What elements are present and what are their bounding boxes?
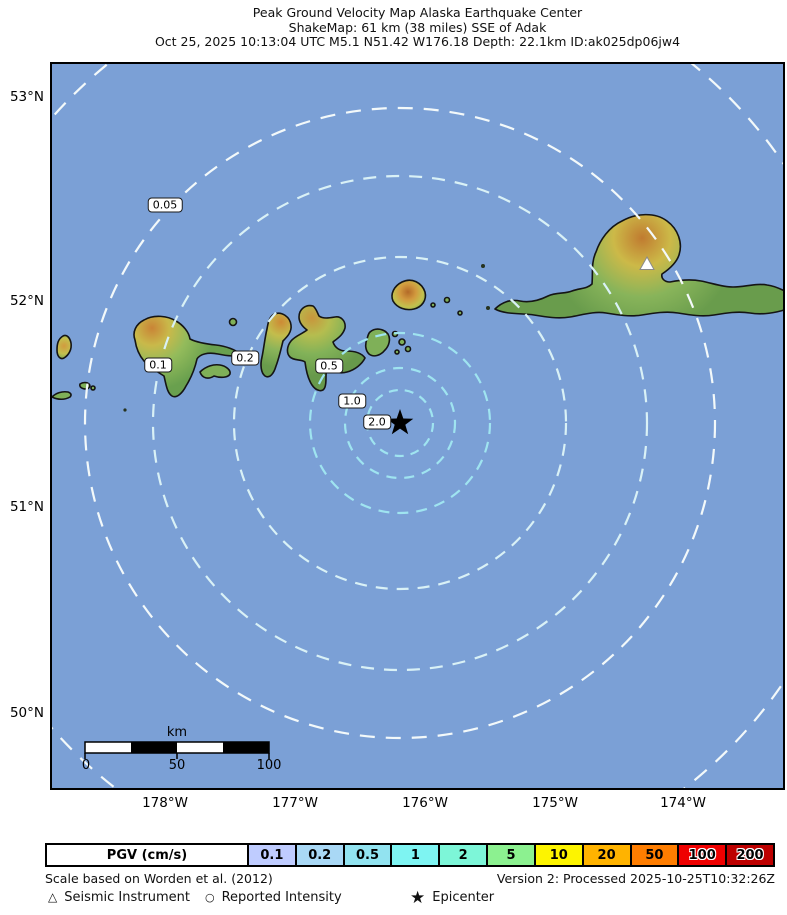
scalebar-unit: km <box>166 725 188 740</box>
contour-ring-0.5 <box>308 331 492 515</box>
symbol-label: Reported Intensity <box>221 890 342 905</box>
pgv-bin-50: 50 <box>629 845 678 865</box>
pgv-legend-title: PGV (cm/s) <box>47 845 247 865</box>
symbol-label: Epicenter <box>432 890 495 905</box>
lon-label-178w: 178°W <box>142 795 188 811</box>
page-subtitle: ShakeMap: 61 km (38 miles) SSE of Adak <box>288 19 547 35</box>
lon-label-175w: 175°W <box>532 795 578 811</box>
scale-note: Scale based on Worden et al. (2012) <box>45 871 273 886</box>
scalebar-tick100: 100 <box>256 758 282 773</box>
pgv-bin-0.5: 0.5 <box>342 845 391 865</box>
islet <box>404 345 412 353</box>
version-note: Version 2: Processed 2025-10-25T10:32:26… <box>496 871 775 886</box>
shakemap-canvas: 0.05 0.1 0.2 0.5 1.0 2.0 km 0 50 100 <box>50 62 785 790</box>
pgv-bin-0.1: 0.1 <box>247 845 295 865</box>
pgv-bin-0.2: 0.2 <box>294 845 343 865</box>
islet <box>457 310 463 316</box>
island-small-west <box>56 334 72 360</box>
contour-ring-1.0 <box>343 366 457 480</box>
map-border <box>50 62 785 790</box>
islet-speck <box>123 408 127 412</box>
islet <box>398 338 406 346</box>
contour-label-0.2: 0.2 <box>231 350 259 366</box>
island-atka-chain <box>494 213 785 319</box>
pgv-legend-bar: PGV (cm/s) 0.1 0.2 0.5 1 2 5 10 20 50 10… <box>45 843 775 867</box>
islet-speck <box>481 264 485 268</box>
legend-reported-intensity: ○ Reported Intensity <box>205 890 342 905</box>
pgv-bin-5: 5 <box>486 845 534 865</box>
islet-dot <box>90 385 96 391</box>
pgv-contours <box>50 62 785 790</box>
scalebar-tick50: 50 <box>168 758 186 773</box>
contour-label-0.05: 0.05 <box>147 197 183 213</box>
star-icon: ★ <box>410 888 426 908</box>
islet <box>394 349 400 355</box>
contour-label-0.1: 0.1 <box>144 357 172 373</box>
contour-ring-0.1 <box>151 174 649 672</box>
map-title-block: Peak Ground Velocity Map Alaska Earthqua… <box>50 5 785 50</box>
event-info-line: Oct 25, 2025 10:13:04 UTC M5.1 N51.42 W1… <box>154 34 681 49</box>
contour-ring-0.2 <box>232 255 568 591</box>
island-tanaga-south <box>199 363 231 379</box>
lon-label-176w: 176°W <box>402 795 448 811</box>
pgv-bin-100: 100 <box>677 845 726 865</box>
contour-label-0.5: 0.5 <box>315 358 343 374</box>
pgv-bin-1: 1 <box>390 845 439 865</box>
legend-seismic-instrument: △ Seismic Instrument <box>48 890 190 905</box>
islet-speck <box>486 306 490 310</box>
scalebar <box>84 741 270 759</box>
symbol-label: Seismic Instrument <box>64 890 190 905</box>
legend-epicenter: ★ Epicenter <box>410 888 495 908</box>
island-kanaga <box>260 312 292 378</box>
contour-label-1.0: 1.0 <box>338 393 366 409</box>
lat-label-51n: 51°N <box>9 499 44 515</box>
ocean <box>50 62 785 790</box>
lon-label-177w: 177°W <box>272 795 318 811</box>
map-svg <box>50 62 785 790</box>
star-icon <box>386 409 414 435</box>
triangle-icon <box>639 255 655 270</box>
island-group <box>51 213 785 412</box>
pgv-bin-20: 20 <box>581 845 630 865</box>
contour-ring-0.05 <box>83 106 717 740</box>
lat-label-53n: 53°N <box>9 89 44 105</box>
islet <box>430 302 436 308</box>
circle-icon: ○ <box>205 891 215 904</box>
page-title: Peak Ground Velocity Map Alaska Earthqua… <box>252 5 583 20</box>
lat-label-52n: 52°N <box>9 293 44 309</box>
islet <box>443 296 451 304</box>
islet-bobrof <box>228 317 238 327</box>
pgv-bin-2: 2 <box>438 845 487 865</box>
island-sliver-west <box>51 390 72 401</box>
island-great-sitkin <box>391 279 427 311</box>
contour-label-2.0: 2.0 <box>363 414 391 430</box>
pgv-bin-200: 200 <box>725 845 773 865</box>
pgv-bin-10: 10 <box>533 845 582 865</box>
lat-label-50n: 50°N <box>9 705 44 721</box>
triangle-icon: △ <box>48 890 58 904</box>
scalebar-tick0: 0 <box>81 758 91 773</box>
lon-label-174w: 174°W <box>660 795 706 811</box>
